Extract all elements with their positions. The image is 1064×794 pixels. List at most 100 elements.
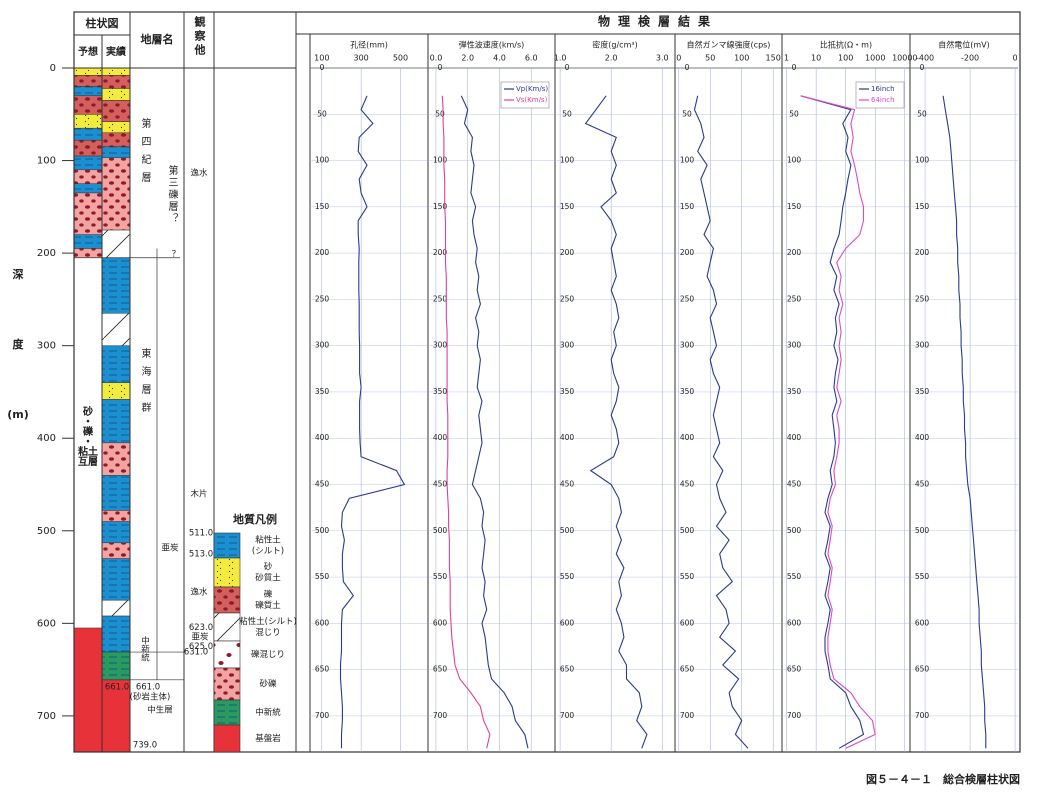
panel-depth-label: 400: [433, 433, 448, 442]
panel-title: 密度(g/cm³): [592, 40, 637, 50]
x-tick-label: 10000: [892, 54, 917, 63]
panel-depth-label: 450: [315, 480, 330, 489]
panel-depth-label: 550: [915, 572, 930, 581]
legend-box: [855, 81, 905, 109]
legend-label: 礫: [264, 589, 273, 600]
stratum: [101, 88, 131, 101]
observations-header: 観察他: [193, 15, 207, 58]
legend-label: 砂礫: [259, 679, 277, 690]
panel-depth-label: 250: [680, 294, 695, 303]
legend-title: 地質凡例: [233, 512, 277, 526]
stratum: [73, 248, 103, 258]
panel-depth-label: 600: [560, 618, 575, 627]
panel-depth-label: 550: [680, 572, 695, 581]
stratum: [101, 599, 131, 617]
legend-label: 砂: [264, 562, 273, 573]
x-tick-label: 0.0: [430, 54, 443, 63]
stratum: [101, 100, 131, 122]
panel-depth-label: 50: [789, 109, 799, 118]
stratum: [73, 234, 103, 249]
depth-tick-label: 100: [37, 156, 56, 167]
panel-depth-label: 350: [433, 387, 448, 396]
stratum: [101, 67, 131, 76]
panel-depth-label: 650: [680, 665, 695, 674]
stratum: [101, 313, 131, 346]
panel-depth-label: 300: [915, 341, 930, 350]
x-tick-label: 4.0: [493, 54, 506, 63]
panel-depth-label: 0: [920, 63, 925, 72]
stratum: [101, 132, 131, 147]
depth-mark-label: 511.0: [189, 528, 213, 538]
panel-depth-label: 50: [917, 109, 927, 118]
logs-title: 物理検層結果: [598, 14, 718, 29]
panel-title: 弾性波速度(km/s): [459, 40, 525, 50]
depth-mark-label: 739.0: [133, 741, 157, 751]
stratum-note: 中新統: [140, 635, 150, 662]
stratum: [101, 257, 131, 314]
depth-tick-label: 200: [37, 248, 56, 259]
panel-depth-label: 300: [680, 341, 695, 350]
legend-label: 混じり: [255, 627, 281, 638]
stratum: [73, 183, 103, 194]
stratum: [73, 86, 103, 97]
legend-box: [500, 81, 550, 109]
legend-entry: Vp(Km/s): [516, 85, 548, 93]
depth-mark-label: 513.0: [189, 549, 213, 559]
depth-mark-label: 661.0: [105, 682, 129, 692]
x-tick-label: 50: [705, 54, 715, 63]
panel-depth-label: 50: [435, 109, 445, 118]
legend-swatch: [213, 612, 241, 642]
panel-depth-label: 600: [915, 618, 930, 627]
panel-depth-label: 350: [560, 387, 575, 396]
panel-depth-label: 400: [315, 433, 330, 442]
depth-tick-label: 600: [37, 618, 56, 629]
panel-depth-label: 200: [787, 248, 802, 257]
x-tick-label: 100: [734, 54, 749, 63]
panel-depth-label: 700: [433, 711, 448, 720]
panel-depth-label: 700: [560, 711, 575, 720]
depth-tick-label: 500: [37, 526, 56, 537]
panel-title: 自然電位(mV): [938, 40, 990, 50]
panel-depth-label: 600: [680, 618, 695, 627]
stratum: [101, 121, 131, 134]
stratum-note: 亜炭: [161, 544, 179, 554]
log-curve: [800, 95, 876, 749]
legend-entry: 16inch: [871, 85, 895, 93]
legend-label: 基盤岩: [255, 733, 281, 744]
panel-depth-label: 100: [315, 156, 330, 165]
depth-mark-label: 661.0: [136, 682, 160, 692]
panel-depth-label: 400: [915, 433, 930, 442]
stratum: [101, 651, 131, 681]
panel-depth-label: 250: [315, 294, 330, 303]
predicted-note: 粘土: [78, 445, 98, 458]
legend-label: 礫質土: [255, 600, 281, 611]
stratum-note: 亜炭: [191, 633, 209, 643]
stratum: [101, 157, 131, 231]
stratum-note: (砂岩主体): [130, 692, 171, 703]
depth-mark-label: 623.0: [189, 623, 213, 633]
x-tick-label: 0: [1013, 54, 1018, 63]
panel-depth-label: 450: [680, 480, 695, 489]
panel-depth-label: 600: [433, 618, 448, 627]
log-curve: [584, 95, 648, 749]
stratum: [101, 399, 131, 444]
legend-entry: 64inch: [871, 96, 895, 104]
outer-frame: [73, 11, 1021, 753]
stratum: [73, 627, 103, 753]
panel-depth-label: 250: [433, 294, 448, 303]
panel-depth-label: 450: [787, 480, 802, 489]
panel-depth-label: 50: [562, 109, 572, 118]
panel-depth-label: 300: [560, 341, 575, 350]
panel-depth-label: 150: [915, 202, 930, 211]
panel-depth-label: 550: [787, 572, 802, 581]
panel-depth-label: 350: [315, 387, 330, 396]
stratum-note: 逸水: [190, 587, 208, 598]
legend-swatch: [213, 586, 241, 614]
stratum: [101, 475, 131, 511]
panel-depth-label: 500: [915, 526, 930, 535]
log-curve: [441, 95, 491, 749]
panel-depth-label: 650: [315, 665, 330, 674]
panel-depth-label: 0: [438, 63, 443, 72]
stratum: [73, 95, 103, 115]
panel-depth-label: 200: [680, 248, 695, 257]
